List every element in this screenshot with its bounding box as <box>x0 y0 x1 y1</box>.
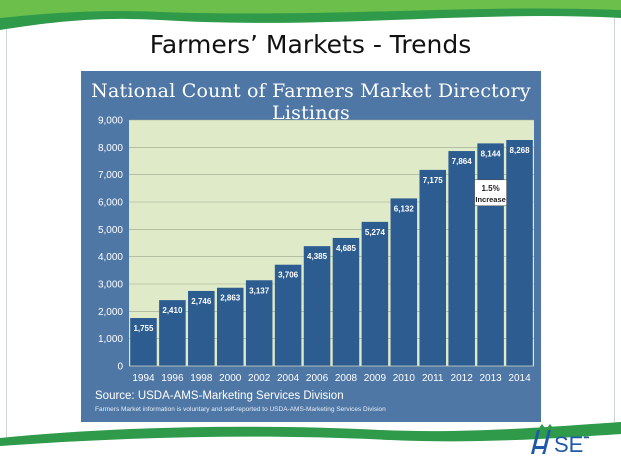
set-logo-text: SET <box>554 432 589 457</box>
bar <box>130 318 157 366</box>
bar-value-label: 7,864 <box>452 157 473 166</box>
bar-value-label: 6,132 <box>394 204 415 213</box>
bar <box>216 287 244 366</box>
y-tick-label: 4,000 <box>98 252 123 263</box>
y-tick-label: 3,000 <box>98 280 123 291</box>
x-tick-label: 2008 <box>335 373 358 384</box>
y-tick-label: 7,000 <box>98 170 123 181</box>
x-tick-label: 1996 <box>161 373 184 384</box>
x-tick-label: 1994 <box>132 373 155 384</box>
y-tick-label: 6,000 <box>98 198 123 209</box>
bar <box>448 151 475 366</box>
bar <box>274 264 302 366</box>
bar-value-label: 8,268 <box>510 146 531 155</box>
bar <box>419 169 447 366</box>
annotation-line-2: Increase <box>475 195 505 204</box>
y-tick-label: 5,000 <box>98 225 123 236</box>
annotation-line-1: 1.5% <box>481 184 499 193</box>
bar-value-label: 5,274 <box>365 228 386 237</box>
x-tick-label: 2000 <box>219 373 242 384</box>
y-tick-label: 2,000 <box>98 307 123 318</box>
x-tick-label: 2010 <box>393 373 416 384</box>
bar-value-label: 2,863 <box>220 294 241 303</box>
x-tick-label: 2002 <box>248 373 271 384</box>
bar <box>188 290 215 366</box>
chart-note: Farmers Market information is voluntary … <box>95 406 386 413</box>
x-tick-label: 2014 <box>508 373 531 384</box>
x-tick-label: 2004 <box>277 373 300 384</box>
bar-value-label: 7,175 <box>423 176 444 185</box>
chart-panel: National Count of Farmers Market Directo… <box>81 71 541 422</box>
slide-title: Farmers’ Markets - Trends <box>149 30 472 59</box>
x-tick-label: 2011 <box>422 373 444 384</box>
bar-value-label: 4,685 <box>336 244 357 253</box>
bar <box>477 143 504 366</box>
bar <box>245 280 273 366</box>
bar <box>506 140 533 366</box>
y-tick-label: 8,000 <box>98 143 123 154</box>
bottom-green-swoosh <box>0 422 621 466</box>
chart-title: National Count of Farmers Market Directo… <box>91 80 531 124</box>
chart-source: Source: USDA-AMS-Marketing Services Divi… <box>95 390 344 402</box>
x-tick-label: 2009 <box>364 373 387 384</box>
bar <box>361 221 389 366</box>
y-tick-label: 0 <box>117 362 123 373</box>
y-tick-label: 1,000 <box>98 334 123 345</box>
bar <box>390 198 418 366</box>
bar <box>159 300 186 366</box>
x-tick-label: 1998 <box>190 373 213 384</box>
bar-chart: 0 1,000 2,000 3,000 4,000 5,000 6,000 7,000 8,00… <box>98 116 534 384</box>
bar-value-label: 3,706 <box>278 271 299 280</box>
annotation-box <box>474 179 507 207</box>
top-green-swoosh <box>0 0 621 30</box>
bar-value-label: 1,755 <box>133 324 154 333</box>
set-logo: SET <box>527 420 597 460</box>
y-tick-label: 9,000 <box>98 116 123 127</box>
bar-value-label: 8,144 <box>481 149 502 158</box>
bar <box>303 246 331 366</box>
x-tick-label: 2006 <box>306 373 329 384</box>
bar <box>332 237 360 366</box>
bar-value-label: 2,746 <box>191 297 212 306</box>
x-tick-label: 2013 <box>479 373 502 384</box>
bar-value-label: 4,385 <box>307 252 328 261</box>
bar-value-label: 3,137 <box>249 286 270 295</box>
bar-value-label: 2,410 <box>162 306 183 315</box>
x-tick-label: 2012 <box>451 373 474 384</box>
